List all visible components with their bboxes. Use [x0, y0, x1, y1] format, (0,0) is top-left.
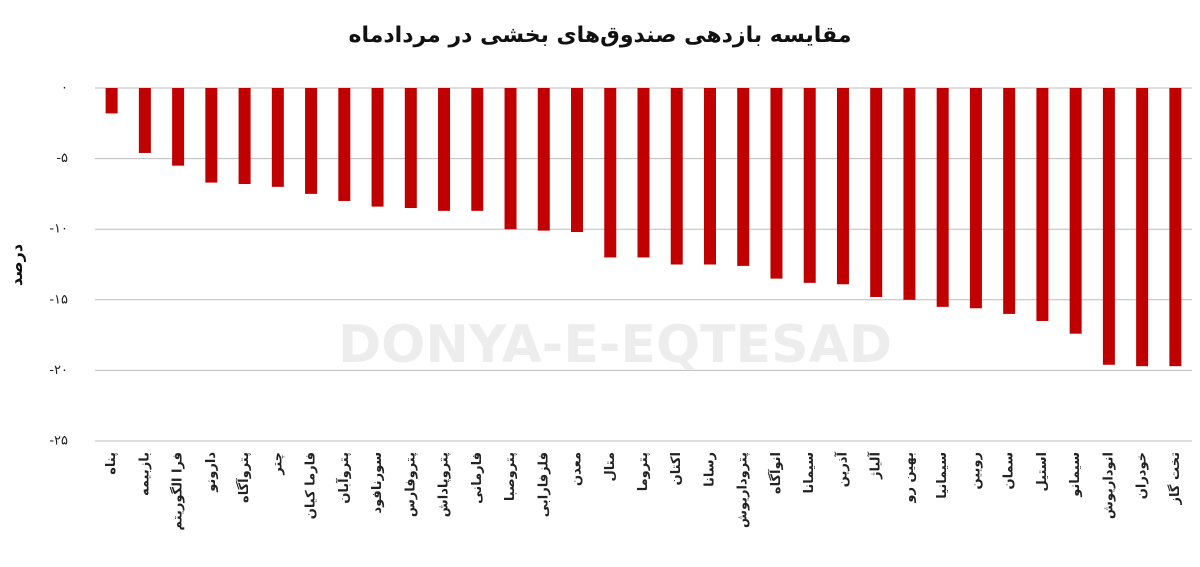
x-tick-label: تخت گاز — [1167, 452, 1183, 505]
x-tick-label: پتروصبا — [503, 452, 518, 501]
x-tick-label: پتروفارس — [403, 452, 418, 517]
x-tick-label: انوداریوش — [1101, 452, 1116, 519]
bar — [1169, 88, 1182, 367]
y-tick-label: -۲۰ — [49, 363, 68, 378]
x-tick-label: انوآگاه — [767, 452, 784, 494]
bar — [438, 88, 451, 211]
x-tick-label: آذرین — [833, 451, 850, 487]
x-tick-label: پتروآبان — [335, 452, 352, 504]
bar — [703, 88, 716, 265]
x-tick-label: پتروداریوش — [736, 452, 751, 528]
y-tick-label: -۵ — [56, 151, 68, 166]
y-tick-label: -۱۰ — [49, 222, 68, 237]
x-tick-label: سورنافود — [370, 452, 385, 514]
x-tick-label: اکتان — [669, 452, 684, 485]
x-tick-label: فرا الگوریتم — [170, 452, 186, 531]
x-tick-label: خودران — [1135, 452, 1150, 499]
bar — [271, 88, 284, 187]
bar — [1069, 88, 1082, 334]
bar — [870, 88, 883, 297]
x-tick-label: متال — [603, 452, 618, 482]
bar — [371, 88, 384, 207]
x-tick-label: بهین رو — [902, 452, 917, 504]
bar — [504, 88, 517, 230]
bar — [1136, 88, 1149, 367]
x-tick-label: رسانا — [702, 452, 717, 487]
bar — [936, 88, 949, 307]
x-tick-label: سمان — [1002, 452, 1017, 489]
bar — [903, 88, 916, 300]
x-tick-label: سیمانا — [802, 452, 817, 493]
bar — [803, 88, 816, 283]
x-tick-label: معدن — [570, 452, 585, 486]
bar — [537, 88, 550, 231]
x-tick-label: پتروپاداش — [437, 452, 452, 517]
bar — [172, 88, 185, 166]
x-tick-label: رویین — [968, 452, 983, 489]
bar — [571, 88, 584, 233]
bar — [1102, 88, 1115, 365]
y-tick-label: -۲۵ — [49, 434, 68, 449]
bar — [338, 88, 351, 201]
x-tick-label: دارونو — [204, 452, 219, 493]
x-tick-label: استیل — [1035, 452, 1050, 491]
x-tick-label: پناه — [104, 452, 119, 475]
x-tick-label: چتر — [270, 452, 285, 476]
x-tick-label: پتروآگاه — [235, 452, 252, 503]
x-tick-label: فارمانی — [470, 452, 485, 504]
bar — [404, 88, 417, 209]
bar — [969, 88, 982, 309]
bar — [305, 88, 318, 194]
bar — [1036, 88, 1049, 321]
x-tick-label: بازبیمه — [137, 452, 152, 496]
x-tick-label: فلزفارابی — [536, 452, 551, 517]
bar — [770, 88, 783, 279]
chart-title: مقایسه بازدهی صندوق‌های بخشی در مردادماه — [349, 23, 852, 48]
x-tick-label: پتروما — [636, 452, 651, 491]
bar — [836, 88, 849, 285]
x-tick-label: سیمانو — [1068, 452, 1083, 498]
bar — [471, 88, 484, 211]
x-tick-label: سیمانیا — [935, 452, 950, 499]
bar — [238, 88, 251, 185]
bar — [737, 88, 750, 266]
y-axis-label: درصد — [7, 244, 26, 286]
bar — [205, 88, 218, 183]
bar — [1003, 88, 1016, 314]
y-tick-label: ۰ — [61, 81, 68, 96]
watermark: DONYA-E-EQTESAD — [338, 315, 892, 375]
bar — [138, 88, 151, 153]
bar — [637, 88, 650, 258]
bar — [604, 88, 617, 258]
x-tick-label: آلیاژ — [867, 451, 884, 480]
bar — [670, 88, 683, 265]
bar — [105, 88, 118, 114]
y-tick-label: -۱۵ — [49, 292, 68, 307]
x-tick-label: فارما کیان — [304, 452, 319, 519]
